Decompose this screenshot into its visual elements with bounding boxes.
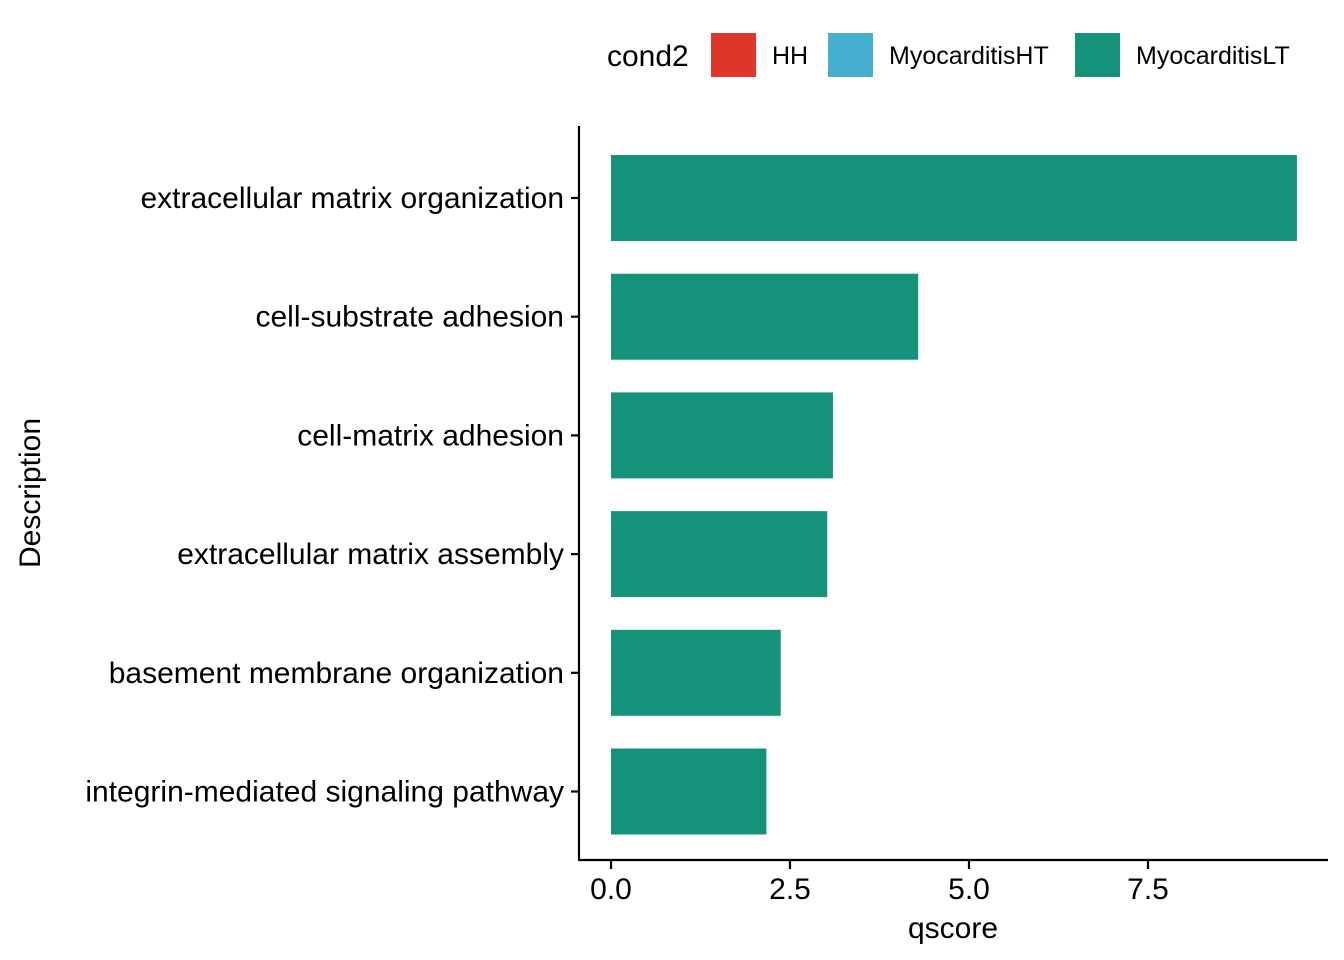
bars: [611, 155, 1297, 835]
y-tick-label: basement membrane organization: [109, 657, 564, 690]
y-tick-label: extracellular matrix organization: [140, 182, 564, 215]
bar-1: [611, 155, 1297, 241]
bar-4: [611, 511, 828, 598]
x-tick-label: 5.0: [948, 873, 990, 906]
y-ticks: extracellular matrix organization cell-su…: [85, 182, 579, 809]
x-ticks: 0.0 2.5 5.0 7.5: [590, 860, 1169, 906]
bar-2: [611, 273, 919, 360]
y-tick-label: integrin-mediated signaling pathway: [85, 776, 564, 809]
x-tick-label: 0.0: [590, 873, 632, 906]
x-axis-title: qscore: [908, 912, 998, 945]
legend-swatch: [711, 33, 756, 77]
bar-5: [611, 629, 781, 716]
y-tick-label: extracellular matrix assembly: [177, 538, 564, 571]
legend-title: cond2: [607, 40, 689, 73]
y-tick-label: cell-substrate adhesion: [255, 301, 564, 334]
legend-label: MyocarditisHT: [889, 42, 1049, 70]
legend-label: MyocarditisLT: [1136, 42, 1290, 70]
legend-label: HH: [772, 42, 808, 70]
x-tick-label: 7.5: [1127, 873, 1169, 906]
bar-3: [611, 392, 833, 479]
legend-swatch: [828, 33, 873, 77]
y-tick-label: cell-matrix adhesion: [297, 419, 564, 452]
legend-entries: HH MyocarditisHT MyocarditisLT: [711, 33, 1290, 77]
legend: cond2 HH MyocarditisHT MyocarditisLT: [607, 33, 1290, 77]
x-tick-label: 2.5: [769, 873, 811, 906]
bar-6: [611, 748, 767, 835]
plot-area: extracellular matrix organization cell-su…: [85, 126, 1328, 906]
legend-swatch: [1075, 33, 1120, 77]
y-axis-title: Description: [14, 418, 47, 568]
